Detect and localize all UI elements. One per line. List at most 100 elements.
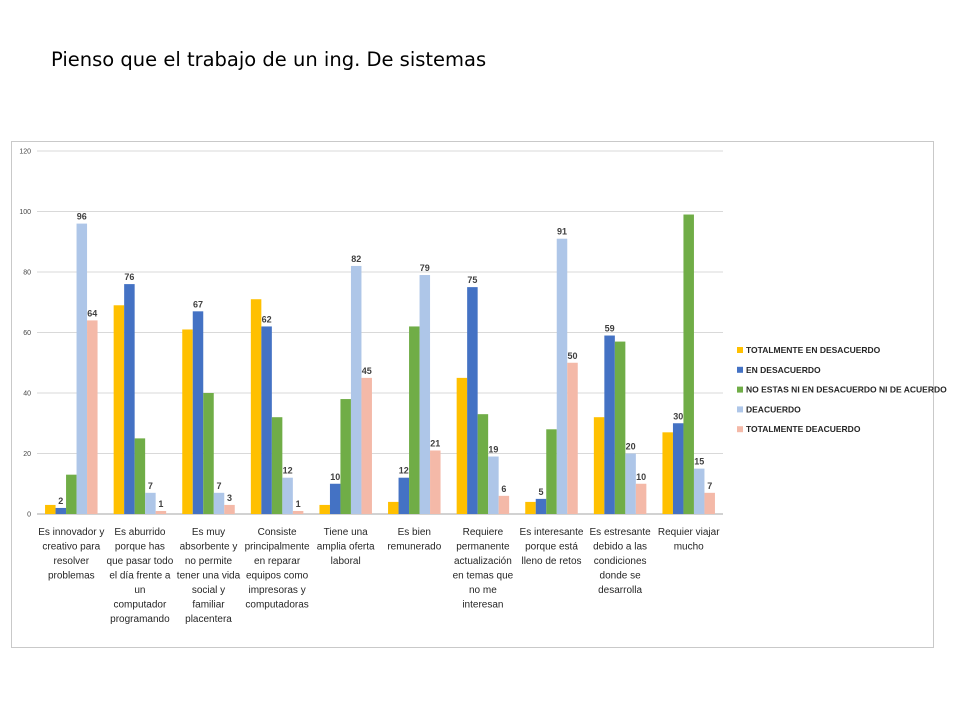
bar-s0-c9: [662, 432, 673, 514]
data-label-s1-c7: 5: [538, 487, 543, 497]
category-label-7-line-1: porque está: [525, 542, 578, 553]
category-label-0-line-0: Es innovador y: [38, 527, 104, 538]
category-label-6-line-5: interesan: [462, 600, 503, 611]
bar-s2-c6: [477, 414, 489, 514]
y-tick-label: 120: [19, 149, 31, 156]
category-label-8-line-1: debido a las: [593, 542, 647, 553]
bar-s2-c8: [614, 341, 626, 514]
data-label-s3-c2: 7: [216, 481, 221, 491]
category-label-2-line-1: absorbente y: [180, 542, 238, 553]
bar-s0-c5: [388, 501, 399, 514]
category-label-5-line-1: remunerado: [387, 542, 441, 553]
data-label-s3-c9: 15: [694, 457, 704, 467]
legend-label-4: TOTALMENTE DEACUERDO: [746, 424, 861, 434]
category-label-2-line-2: no permite: [185, 556, 233, 567]
category-label-6-line-1: permanente: [456, 542, 510, 553]
legend-swatch-4: [737, 426, 743, 433]
category-label-1-line-1: porque has: [115, 542, 165, 553]
category-label-2-line-3: tener una vida: [177, 571, 241, 582]
category-label-2-line-5: familiar: [192, 600, 225, 611]
category-label-6-line-3: en temas que: [453, 571, 514, 582]
bar-s0-c1: [113, 305, 125, 514]
data-label-s1-c6: 75: [467, 275, 477, 285]
category-label-6-line-0: Requiere: [463, 527, 504, 538]
data-label-s4-c4: 45: [362, 366, 372, 376]
data-label-s3-c0: 96: [77, 212, 87, 222]
bar-s1-c6: [467, 287, 478, 514]
legend: TOTALMENTE EN DESACUERDO EN DESACUERDO NO …: [737, 345, 947, 434]
bar-s0-c4: [319, 504, 330, 514]
category-label-3-line-4: impresoras y: [248, 585, 305, 596]
category-label-0-line-2: resolver: [54, 556, 90, 567]
category-label-5-line-0: Es bien: [398, 527, 431, 538]
bar-s4-c2: [224, 504, 235, 514]
bar-s4-c0: [87, 320, 98, 514]
x-axis-categories: Es innovador y creativo para resolver probl…: [38, 527, 720, 625]
category-label-4-line-0: Tiene una: [324, 527, 369, 538]
bar-s3-c4: [350, 265, 362, 514]
category-label-4-line-1: amplia oferta: [317, 542, 375, 553]
data-label-s4-c9: 7: [707, 481, 712, 491]
bar-s3-c8: [625, 453, 636, 514]
data-label-s3-c1: 7: [148, 481, 153, 491]
data-label-s4-c5: 21: [430, 438, 440, 448]
bar-s0-c3: [250, 299, 262, 514]
data-label-s4-c3: 1: [296, 499, 301, 509]
bar-s4-c3: [292, 510, 304, 514]
bar-s1-c5: [398, 477, 410, 514]
bar-s2-c0: [66, 474, 77, 514]
bar-s1-c1: [124, 284, 135, 514]
category-label-4-line-2: laboral: [331, 556, 361, 567]
bar-s4-c8: [635, 483, 647, 514]
category-label-9-line-0: Requier viajar: [658, 527, 720, 538]
y-axis-ticks: 0 20 40 60 80 100 120: [19, 149, 31, 519]
data-label-s4-c6: 6: [501, 484, 506, 494]
bar-s4-c9: [704, 492, 715, 514]
y-tick-label: 60: [23, 330, 31, 337]
bar-s0-c8: [593, 417, 605, 514]
bar-s1-c3: [261, 326, 272, 514]
bar-s2-c9: [683, 214, 694, 514]
data-label-s4-c0: 64: [87, 308, 97, 318]
category-label-1-line-5: computador: [113, 600, 166, 611]
y-tick-label: 100: [19, 209, 31, 216]
bar-s3-c2: [213, 492, 225, 514]
bar-s4-c4: [361, 377, 372, 514]
data-label-s3-c5: 79: [420, 263, 430, 273]
category-label-3-line-3: equipos como: [246, 571, 309, 582]
category-label-0-line-3: problemas: [48, 571, 95, 582]
bar-s3-c6: [488, 456, 499, 514]
bar-s3-c5: [419, 275, 431, 514]
bar-s1-c8: [604, 335, 615, 514]
bar-s3-c7: [556, 238, 568, 514]
category-label-6-line-2: actualización: [454, 556, 512, 567]
bar-s1-c9: [672, 423, 684, 514]
data-label-s3-c8: 20: [626, 442, 636, 452]
legend-label-3: DEACUERDO: [746, 404, 801, 414]
category-label-8-line-2: condiciones: [594, 556, 647, 567]
data-label-s1-c1: 76: [124, 272, 134, 282]
bar-s1-c7: [535, 498, 547, 514]
bars: [45, 214, 715, 514]
category-label-1-line-4: un: [134, 585, 145, 596]
bar-s2-c5: [409, 326, 420, 514]
category-label-9-line-1: mucho: [674, 542, 704, 553]
legend-swatch-1: [737, 366, 743, 373]
slide-title: Pienso que el trabajo de un ing. De sist…: [51, 48, 487, 71]
data-label-s1-c9: 30: [673, 411, 683, 421]
data-label-s1-c2: 67: [193, 299, 203, 309]
bar-s1-c4: [329, 483, 341, 514]
category-label-3-line-5: computadoras: [245, 600, 308, 611]
data-label-s4-c7: 50: [567, 351, 577, 361]
category-label-0-line-1: creativo para: [42, 542, 100, 553]
data-label-s4-c1: 1: [158, 499, 163, 509]
legend-label-1: EN DESACUERDO: [746, 365, 821, 375]
bar-s2-c1: [134, 438, 146, 514]
bar-s0-c6: [456, 377, 468, 514]
bar-s2-c7: [546, 429, 557, 514]
bar-s4-c7: [567, 362, 578, 514]
y-tick-label: 20: [23, 451, 31, 458]
bar-s4-c5: [430, 450, 441, 514]
category-label-7-line-2: lleno de retos: [521, 556, 581, 567]
